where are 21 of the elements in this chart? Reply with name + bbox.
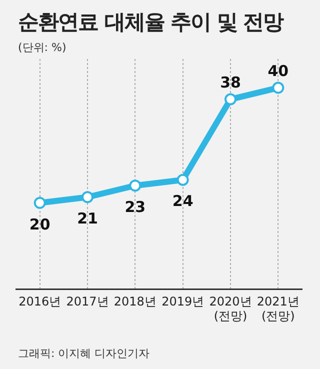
point — [34, 196, 46, 209]
data-label: 24 — [172, 192, 194, 210]
data-label: 20 — [29, 215, 50, 234]
point — [176, 174, 189, 186]
data-label: 40 — [268, 62, 289, 80]
point — [224, 93, 236, 106]
point — [272, 82, 284, 94]
data-label: 21 — [77, 210, 98, 228]
data-label: 38 — [220, 74, 241, 92]
x-tick-label: 2020년 (전망) — [209, 294, 252, 323]
x-tick-label: 2018년 — [114, 294, 156, 309]
chart-subtitle: (단위: %) — [18, 40, 66, 55]
x-tick-label: 2021년 (전망) — [256, 294, 300, 323]
text: 그래픽: 이지혜 디자인기자 — [18, 346, 150, 361]
data-label: 23 — [124, 198, 146, 216]
x-tick-label: 2016년 — [18, 294, 62, 309]
x-tick-label: 2019년 — [162, 294, 204, 309]
point — [82, 191, 94, 204]
x-tick-label: 2017년 — [66, 294, 109, 309]
point — [129, 180, 142, 192]
chart-title: 순환연료 대체율 추이 및 전망 — [18, 9, 284, 36]
